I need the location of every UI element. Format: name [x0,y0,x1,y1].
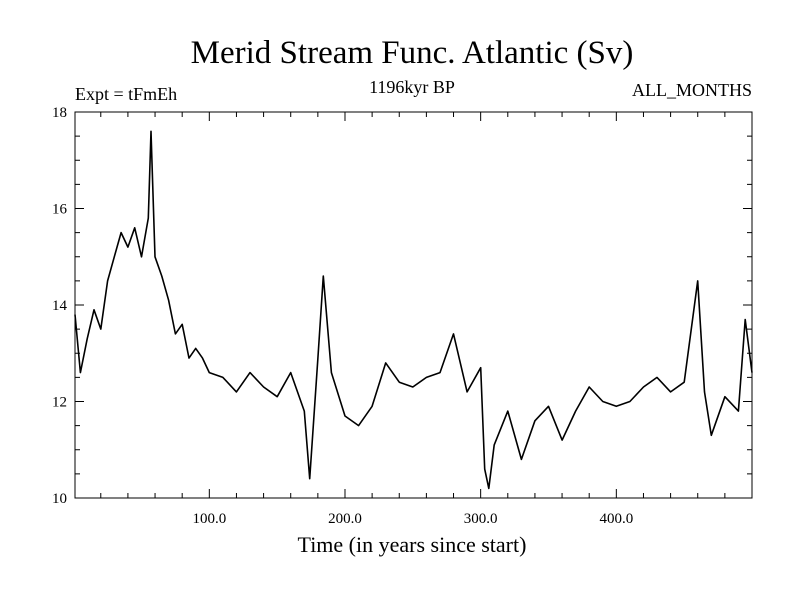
chart-title: Merid Stream Func. Atlantic (Sv) [191,35,634,71]
x-tick-label: 400.0 [599,511,633,527]
axes [74,111,753,499]
y-tick-label: 14 [52,298,68,314]
months-label: ALL_MONTHS [632,80,752,100]
ticks: 100.0 200.0 300.0 400.0 10 12 14 16 18 [52,105,752,527]
y-tick-label: 10 [52,491,67,507]
experiment-label: Expt = tFmEh [75,84,177,104]
y-tick-label: 18 [52,105,67,121]
chart-subtitle: 1196kyr BP [369,77,455,97]
x-axis-label: Time (in years since start) [298,532,527,557]
y-tick-label: 16 [52,202,68,218]
y-tick-label: 12 [52,395,67,411]
series-line [74,130,753,490]
x-tick-label: 300.0 [464,511,498,527]
x-tick-label: 200.0 [328,511,362,527]
x-tick-label: 100.0 [192,511,226,527]
plot-frame [74,111,753,499]
series-group [74,130,753,490]
